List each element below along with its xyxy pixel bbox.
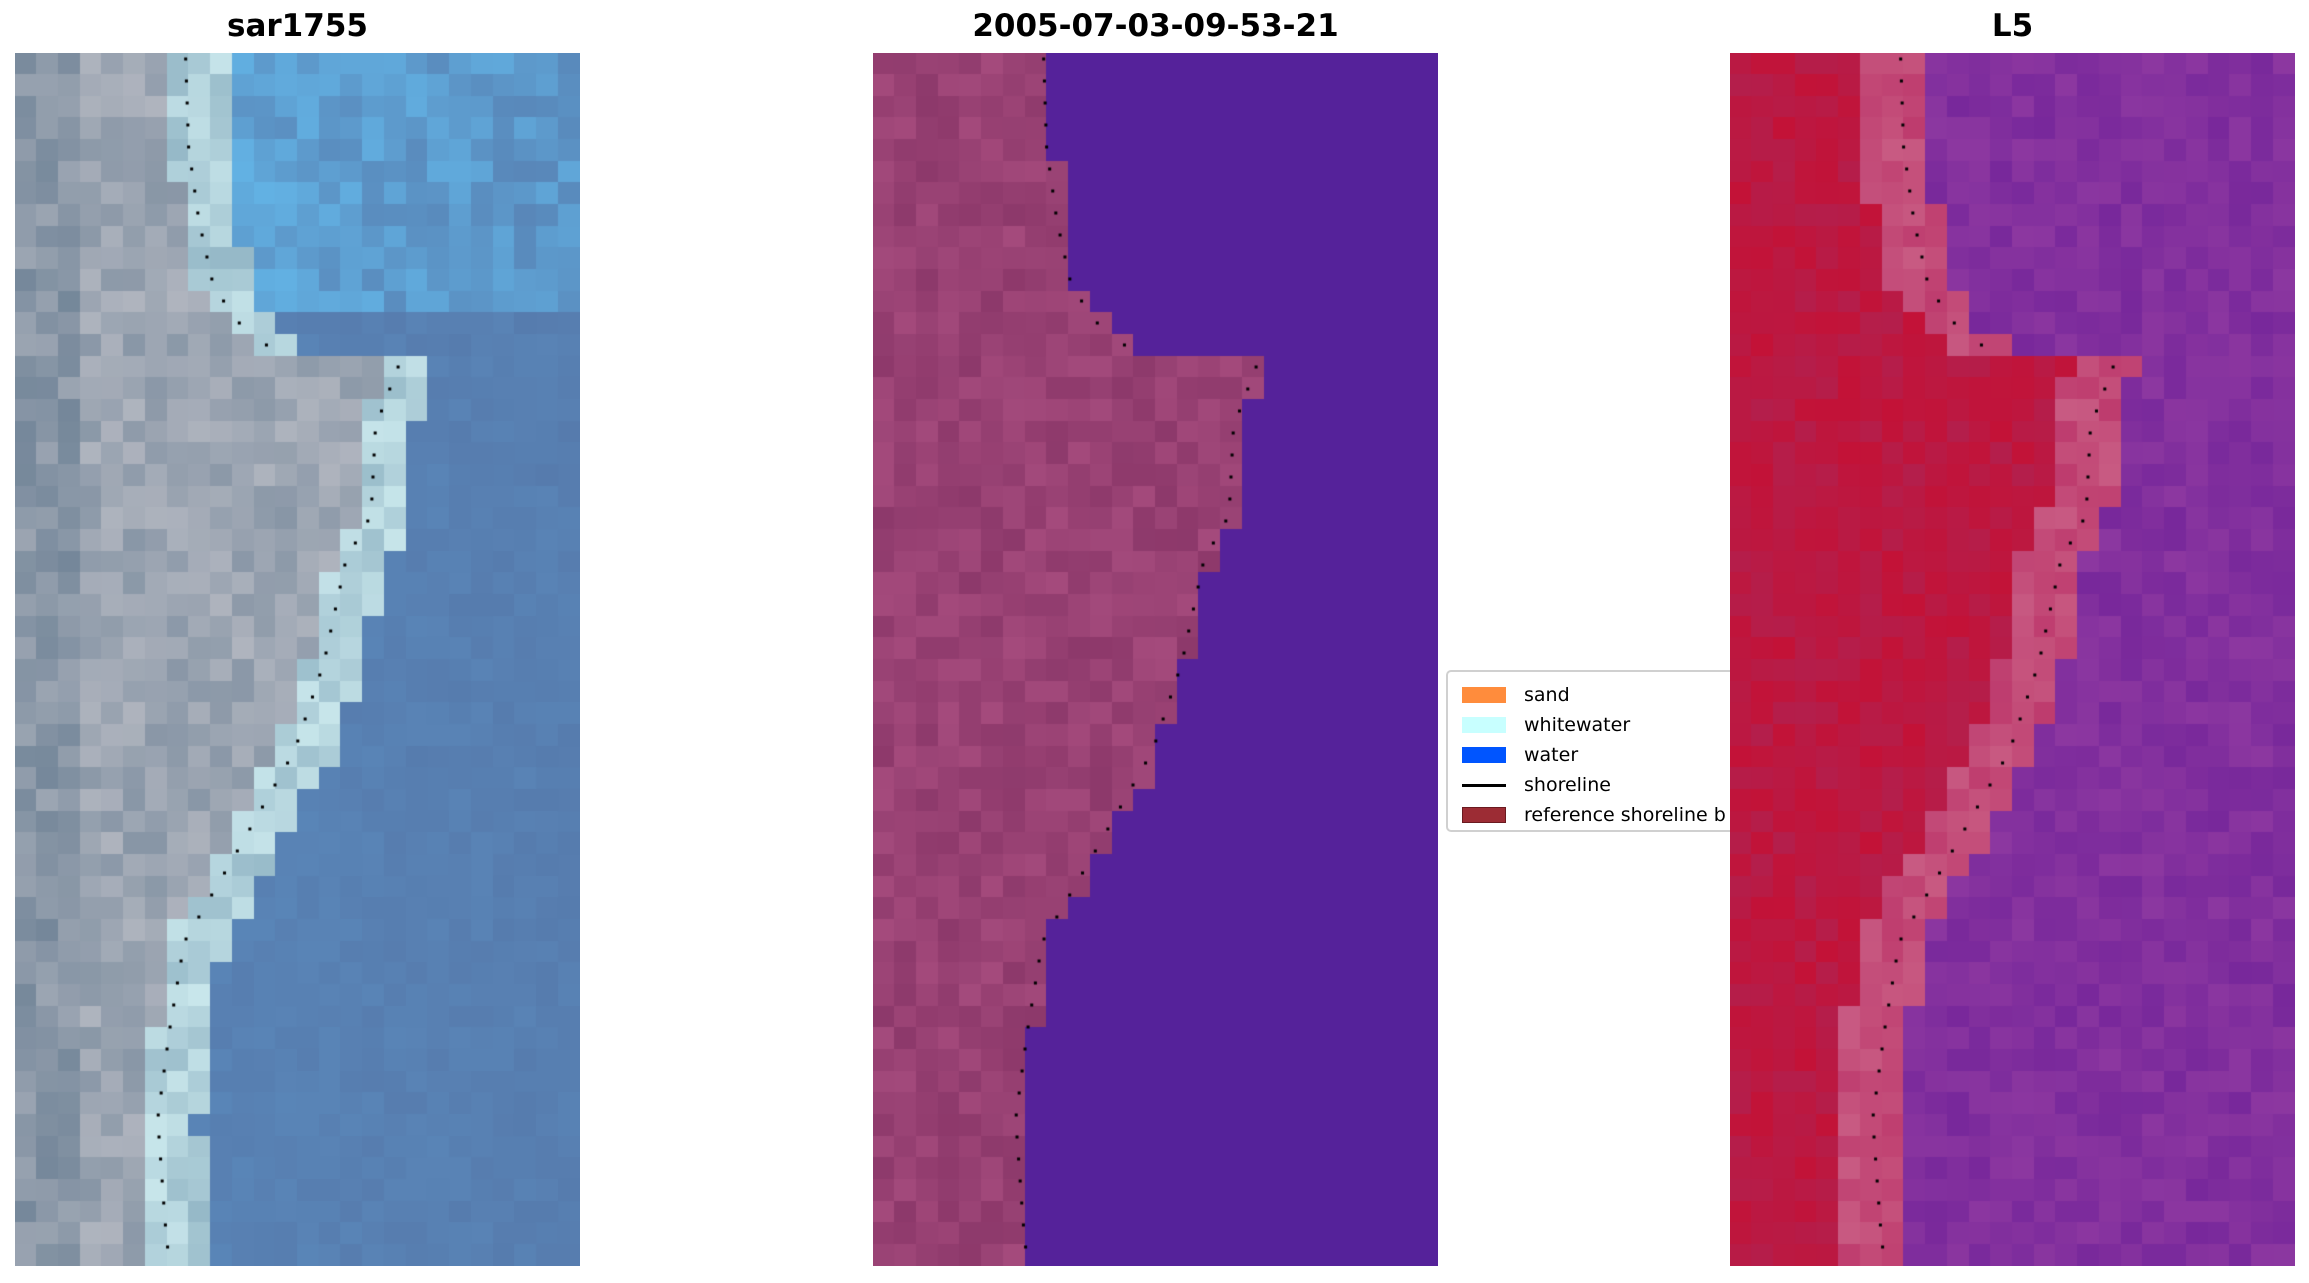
panel-title-date: 2005-07-03-09-53-21 [972,8,1339,44]
whitewater-swatch [1462,717,1506,733]
legend-label: shoreline [1524,774,1611,796]
legend-label: reference shoreline b [1524,804,1726,826]
sand-swatch [1462,687,1506,703]
legend-item-reference-buffer: reference shoreline b [1462,800,1726,830]
legend-label: whitewater [1524,714,1631,736]
water-swatch [1462,747,1506,763]
shoreline-line-icon [1462,783,1506,787]
legend-label: water [1524,744,1579,766]
index-image-canvas [1730,53,2295,1266]
classified-image-panel [873,53,1438,1266]
legend-item-sand: sand [1462,680,1570,710]
legend-item-shoreline: shoreline [1462,770,1611,800]
index-image-panel [1730,53,2295,1266]
legend-label: sand [1524,684,1570,706]
reference-buffer-swatch [1462,807,1506,823]
panel-title-l5: L5 [1991,8,2034,44]
legend-item-water: water [1462,740,1578,770]
panel-title-rgb: sar1755 [227,8,368,44]
classified-image-canvas [873,53,1438,1266]
legend-item-whitewater: whitewater [1462,710,1630,740]
legend: sand whitewater water shoreline referenc… [1446,670,1780,832]
rgb-image-panel [15,53,580,1266]
rgb-image-canvas [15,53,580,1266]
